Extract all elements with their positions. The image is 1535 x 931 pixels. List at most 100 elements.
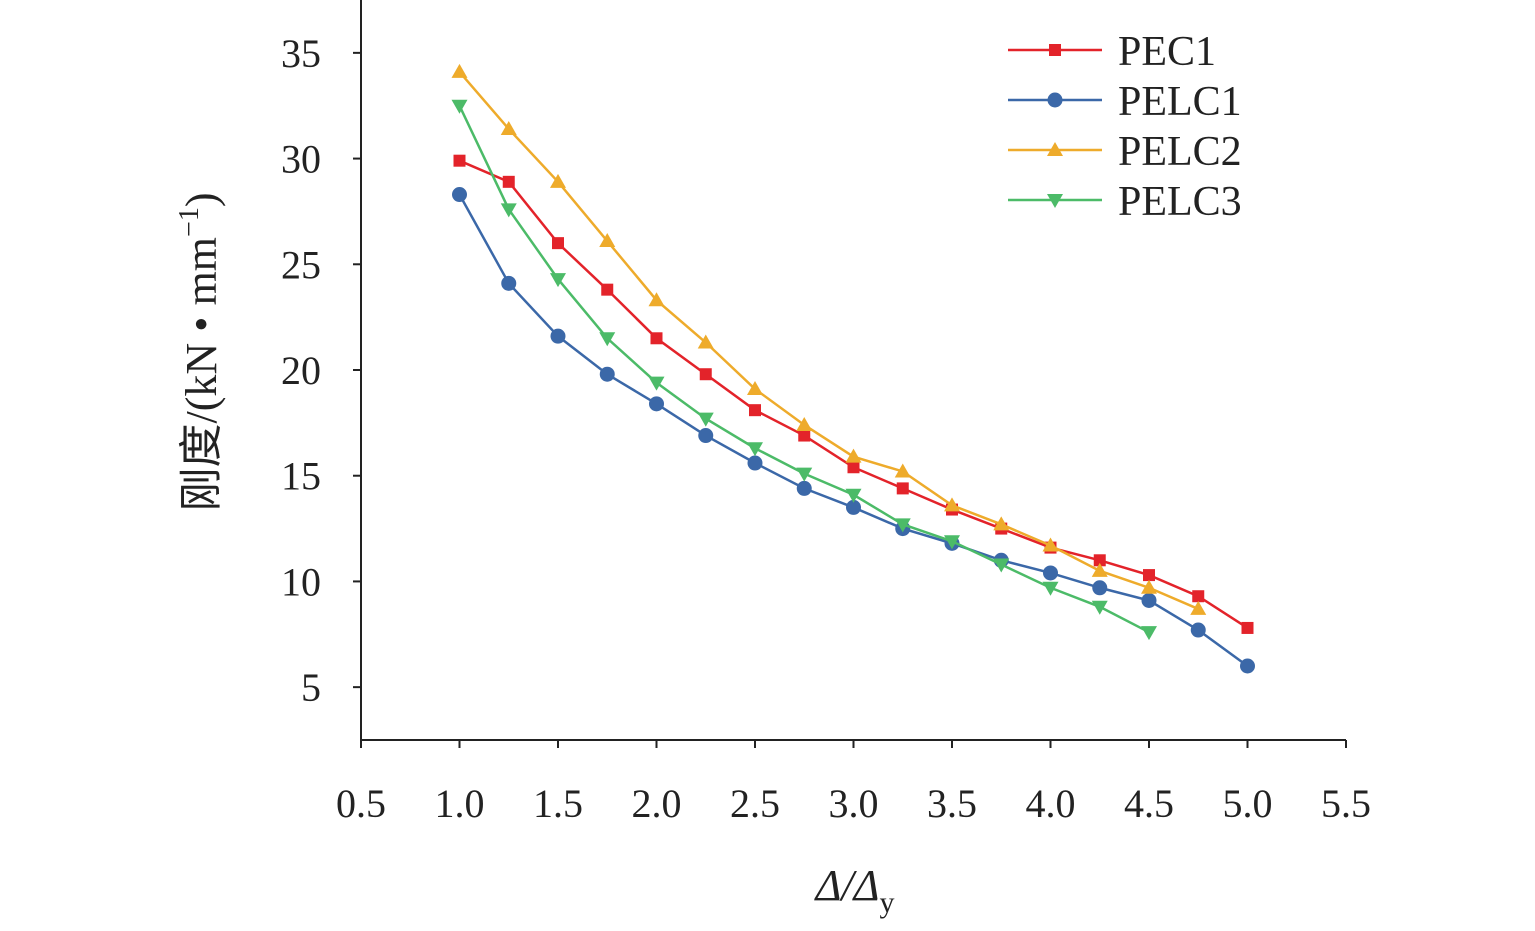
- data-point-circle: [1240, 658, 1255, 674]
- data-point-square: [502, 175, 515, 188]
- y-tick-label: 35: [281, 31, 321, 76]
- data-point-circle: [649, 396, 664, 412]
- x-tick-label: 4.5: [1124, 781, 1174, 826]
- data-point-circle: [846, 499, 861, 515]
- x-axis-label: Δ/Δy: [814, 861, 895, 919]
- y-axis-label: 刚度/(kN • mm−1): [174, 193, 226, 512]
- data-point-square: [1192, 590, 1205, 603]
- data-point-triangle-down: [648, 376, 665, 391]
- data-point-square: [650, 332, 663, 345]
- data-point-triangle-up: [697, 334, 714, 349]
- series-line: [458, 71, 1199, 611]
- data-point-triangle-up: [845, 448, 862, 463]
- data-point-circle: [1092, 580, 1108, 596]
- legend-item-pelc1: PELC1: [1008, 79, 1242, 125]
- data-point-triangle-up: [747, 381, 763, 396]
- data-point-square: [1093, 554, 1106, 567]
- y-tick-label: 15: [281, 454, 321, 499]
- x-tick-label: 3.5: [927, 781, 977, 826]
- series-group: [451, 63, 1255, 674]
- data-point-triangle-up: [1091, 562, 1108, 577]
- y-tick-label: 20: [281, 348, 321, 393]
- data-point-triangle-up: [1190, 600, 1207, 615]
- x-tick-label: 0.5: [336, 781, 386, 826]
- data-point-triangle-down: [1091, 600, 1108, 615]
- data-point-circle: [1047, 92, 1063, 108]
- x-tick-label: 5.0: [1223, 781, 1273, 826]
- data-point-triangle-down: [451, 99, 468, 114]
- y-tick-label: 10: [281, 559, 321, 604]
- series-pelc3: [451, 99, 1157, 641]
- data-point-circle: [796, 480, 812, 496]
- data-point-triangle-down: [550, 273, 566, 288]
- data-point-triangle-up: [944, 497, 960, 512]
- data-point-circle: [599, 366, 615, 382]
- data-point-circle: [1190, 622, 1206, 638]
- data-point-triangle-down: [747, 442, 763, 457]
- y-tick-label: 30: [281, 137, 321, 182]
- data-point-triangle-down: [1141, 626, 1157, 641]
- legend-label: PELC3: [1118, 179, 1242, 225]
- legend-item-pec1: PEC1: [1008, 29, 1216, 75]
- data-point-square: [552, 237, 564, 250]
- axes: 5 10 15 20 25 30 35 0.5 1.0 1.5 2.0 2.5 3.0 3.5 4.0 4.5…: [281, 0, 1371, 826]
- series-line: [459, 159, 1249, 629]
- data-point-circle: [1141, 592, 1157, 608]
- data-point-triangle-up: [550, 173, 566, 188]
- data-point-square: [798, 429, 811, 442]
- y-tick-label: 25: [281, 242, 321, 287]
- data-point-circle: [501, 275, 517, 291]
- data-point-triangle-down: [845, 488, 862, 503]
- data-point-square: [896, 482, 909, 495]
- legend-label: PEC1: [1118, 29, 1216, 75]
- data-point-circle: [452, 187, 467, 203]
- data-point-square: [453, 154, 466, 167]
- data-point-triangle-down: [993, 558, 1010, 573]
- data-point-triangle-up: [993, 516, 1010, 531]
- data-point-triangle-up: [648, 292, 665, 307]
- x-tick-label: 3.0: [829, 781, 879, 826]
- series-pelc2: [451, 63, 1207, 615]
- legend-label: PELC1: [1118, 79, 1242, 125]
- data-point-circle: [550, 328, 566, 344]
- legend-label: PELC2: [1118, 129, 1242, 175]
- legend-item-pelc3: PELC3: [1008, 179, 1242, 225]
- data-point-triangle-up: [1042, 537, 1059, 552]
- data-point-square: [749, 404, 761, 417]
- x-tick-label: 2.5: [730, 781, 780, 826]
- data-point-triangle-down: [894, 518, 911, 533]
- series-pec1: [453, 154, 1254, 634]
- data-point-triangle-down: [697, 412, 714, 427]
- y-tick-label: 5: [301, 665, 321, 710]
- data-point-triangle-up: [451, 63, 468, 78]
- data-point-square: [1143, 569, 1155, 582]
- data-point-triangle-up: [894, 463, 911, 478]
- data-point-square: [847, 461, 860, 474]
- x-tick-label: 1.0: [435, 781, 485, 826]
- x-tick-label: 2.0: [632, 781, 682, 826]
- legend-item-pelc2: PELC2: [1008, 129, 1242, 175]
- data-point-square: [1049, 44, 1061, 56]
- data-point-triangle-up: [500, 120, 517, 135]
- data-point-triangle-down: [796, 467, 813, 482]
- data-point-triangle-down: [1042, 581, 1059, 596]
- data-point-triangle-up: [599, 233, 616, 248]
- data-point-triangle-up: [1047, 142, 1063, 156]
- data-point-square: [601, 283, 614, 296]
- data-point-triangle-down: [599, 332, 616, 347]
- x-tick-label: 4.0: [1026, 781, 1076, 826]
- data-point-triangle-down: [1047, 194, 1063, 208]
- series-pelc1: [452, 187, 1255, 674]
- data-point-square: [699, 368, 712, 381]
- series-line: [458, 193, 1249, 668]
- x-tick-label: 1.5: [533, 781, 583, 826]
- data-point-triangle-down: [500, 203, 517, 218]
- data-point-triangle-up: [796, 416, 813, 431]
- x-tick-label: 5.5: [1321, 781, 1371, 826]
- data-point-circle: [1043, 565, 1058, 581]
- data-point-triangle-up: [1141, 579, 1157, 594]
- data-point-circle: [698, 428, 714, 444]
- data-point-circle: [747, 455, 763, 471]
